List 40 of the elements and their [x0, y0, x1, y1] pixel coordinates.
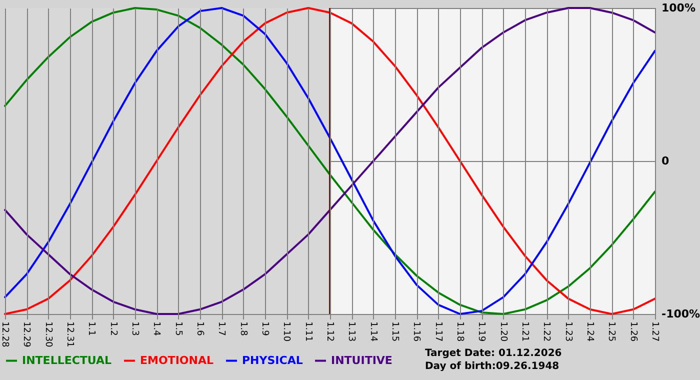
x-tick-label: 12.28 [0, 322, 10, 348]
x-tick-label: 1.24 [584, 322, 594, 342]
x-tick-label: 1.10 [281, 322, 292, 342]
x-tick-label: 1.14 [368, 322, 378, 342]
legend-label: INTUITIVE [331, 354, 392, 367]
x-tick-label: 1.4 [151, 322, 162, 336]
text: Day of birth:09.26.1948 [425, 361, 560, 372]
x-tick-label: 1.21 [520, 322, 530, 342]
x-tick-label: 1.26 [628, 322, 638, 342]
x-tick-label: 1.27 [650, 322, 660, 342]
x-tick-label: 1.8 [238, 322, 248, 336]
legend-label: INTELLECTUAL [22, 354, 112, 367]
x-tick-label: 1.12 [324, 322, 334, 342]
x-tick-label: 1.16 [411, 322, 422, 342]
legend-label: PHYSICAL [242, 354, 303, 367]
x-tick-label: 1.25 [606, 322, 616, 342]
x-tick-label: 1.20 [498, 322, 508, 342]
y-tick-label: 100% [662, 2, 696, 14]
y-tick-label: -100% [662, 308, 700, 320]
y-tick-label: 0 [662, 154, 670, 168]
x-tick-label: 1.6 [194, 322, 204, 336]
x-tick-label: 1.22 [541, 322, 552, 342]
x-tick-label: 1.9 [260, 322, 270, 336]
x-tick-label: 1.11 [302, 322, 313, 342]
x-tick-label: 1.13 [346, 322, 356, 342]
x-tick-label: 1.1 [86, 322, 96, 336]
x-tick-label: 12.30 [42, 322, 53, 348]
x-tick-label: 1.3 [130, 322, 140, 336]
text: Target Date: 01.12.2026 [425, 348, 562, 359]
x-tick-label: 1.18 [454, 322, 464, 342]
x-tick-label: 12.31 [64, 322, 74, 348]
x-tick-label: 1.7 [216, 322, 226, 336]
x-tick-label: 1.5 [172, 322, 183, 336]
x-tick-label: 1.15 [390, 322, 400, 342]
x-tick-label: 1.23 [562, 322, 573, 342]
x-tick-label: 1.2 [108, 322, 118, 336]
x-tick-label: 1.17 [432, 322, 443, 342]
legend-label: EMOTIONAL [140, 354, 214, 367]
x-tick-label: 12.29 [21, 322, 32, 348]
x-tick-label: 1.19 [476, 322, 486, 342]
